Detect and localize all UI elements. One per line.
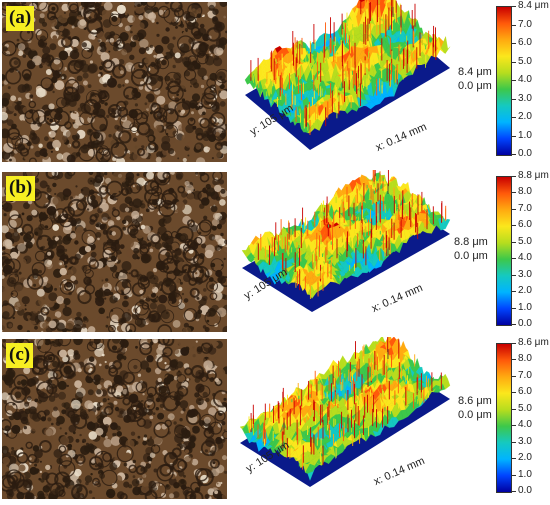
colorbar-tick-label: 0.0 (518, 148, 532, 159)
colorbar-tick-mark (512, 241, 516, 243)
colorbar-tick-label: 1.0 (518, 301, 532, 313)
colorbar-tick-mark (512, 154, 516, 155)
colorbar-tick-label: 8.4 μm (518, 0, 549, 11)
colorbar-tick-label: 1.0 (518, 468, 532, 480)
z-bottom-label-c: 0.0 μm (458, 409, 492, 421)
micrograph-c (2, 339, 227, 499)
z-top-label-a: 8.4 μm (458, 66, 492, 78)
surface-plot-svg-c (239, 337, 451, 487)
micrograph-texture-b (2, 172, 227, 332)
colorbar-tick-mark (512, 425, 516, 427)
colorbar-tick-mark (512, 61, 516, 63)
colorbar-tick-mark (512, 43, 516, 44)
colorbar-b (496, 176, 512, 326)
surface-plot-a (232, 0, 462, 168)
colorbar-tick-label: 8.0 (518, 186, 532, 198)
colorbar-tick-mark (512, 441, 516, 443)
colorbar-tick-mark (512, 208, 516, 210)
colorbar-tick-mark (512, 117, 516, 118)
panel-badge-c: (c) (6, 343, 34, 368)
colorbar-tick-label: 7.0 (518, 202, 532, 214)
colorbar-tick-label: 5.0 (518, 235, 532, 247)
colorbar-tick-mark (512, 6, 516, 7)
colorbar-tick-label: 6.0 (518, 37, 532, 48)
colorbar-tick-label: 0.0 (518, 318, 532, 329)
micrograph-texture-c (2, 339, 227, 499)
colorbar-tick-mark (512, 343, 516, 344)
z-top-label-c: 8.6 μm (458, 395, 492, 407)
colorbar-tick-mark (512, 225, 516, 227)
colorbar-tick-mark (512, 458, 516, 460)
colorbar-tick-mark (512, 258, 516, 260)
colorbar-tick-label: 4.0 (518, 419, 532, 431)
colorbar-tick-mark (512, 474, 516, 476)
colorbar-tick-label: 3.0 (518, 435, 532, 447)
panel-badge-a: (a) (6, 6, 35, 31)
micrograph-texture-a (2, 2, 227, 162)
colorbar-tick-mark (512, 291, 516, 293)
colorbar-a (496, 6, 512, 156)
colorbar-tick-label: 0.0 (518, 485, 532, 496)
colorbar-tick-mark (512, 192, 516, 194)
surface-plot-svg-b (241, 170, 451, 312)
colorbar-tick-label: 1.0 (518, 129, 532, 141)
colorbar-tick-mark (512, 324, 516, 325)
colorbar-tick-label: 8.0 (518, 353, 532, 365)
colorbar-tick-mark (512, 80, 516, 81)
z-bottom-label-b: 0.0 μm (454, 250, 488, 262)
colorbar-tick-mark (512, 135, 516, 137)
panel-badge-b: (b) (6, 176, 36, 201)
colorbar-tick-label: 6.0 (518, 386, 532, 398)
colorbar-tick-mark (512, 98, 516, 100)
panel-c: (c) y: 105 μm x: 0.14 mm 8.6 μm 0.0 μm 8… (0, 337, 550, 505)
colorbar-tick-mark (512, 24, 516, 26)
colorbar-tick-label: 3.0 (518, 268, 532, 280)
colorbar-tick-mark (512, 375, 516, 377)
colorbar-tick-label: 5.0 (518, 402, 532, 414)
colorbar-tick-label: 8.6 μm (518, 337, 549, 348)
colorbar-tick-mark (512, 359, 516, 361)
colorbar-tick-label: 8.8 μm (518, 170, 549, 181)
colorbar-tick-label: 2.0 (518, 452, 532, 464)
surface-plot-c (232, 337, 462, 505)
panel-a: (a) y: 105 μm x: 0.14 mm 8.4 μm 0.0 μm 8… (0, 0, 550, 168)
colorbar-tick-label: 6.0 (518, 219, 532, 231)
colorbar-tick-mark (512, 307, 516, 309)
colorbar-tick-label: 5.0 (518, 55, 532, 67)
colorbar-tick-label: 4.0 (518, 74, 532, 85)
z-top-label-b: 8.8 μm (454, 236, 488, 248)
colorbar-tick-mark (512, 491, 516, 492)
micrograph-a (2, 2, 227, 162)
surface-plot-b (232, 170, 462, 338)
colorbar-c (496, 343, 512, 493)
colorbar-tick-mark (512, 176, 516, 177)
colorbar-tick-mark (512, 408, 516, 410)
colorbar-tick-label: 7.0 (518, 18, 532, 30)
surface-plot-svg-a (244, 0, 451, 150)
colorbar-tick-label: 7.0 (518, 369, 532, 381)
panel-b: (b) y: 105 μm x: 0.14 mm 8.8 μm 0.0 μm 8… (0, 170, 550, 338)
colorbar-tick-mark (512, 274, 516, 276)
colorbar-tick-label: 2.0 (518, 285, 532, 297)
micrograph-b (2, 172, 227, 332)
colorbar-tick-label: 3.0 (518, 92, 532, 104)
z-bottom-label-a: 0.0 μm (458, 80, 492, 92)
colorbar-tick-label: 4.0 (518, 252, 532, 264)
colorbar-tick-label: 2.0 (518, 111, 532, 122)
colorbar-tick-mark (512, 392, 516, 394)
